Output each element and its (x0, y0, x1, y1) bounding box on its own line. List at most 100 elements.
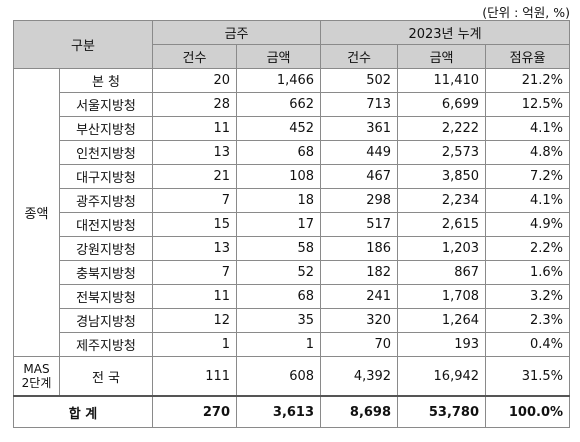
row-name: 전북지방청 (58, 284, 154, 309)
week-amount: 452 (236, 116, 322, 141)
cum-count: 502 (320, 68, 399, 93)
cum-count: 182 (320, 260, 399, 285)
row-name: 경남지방청 (58, 308, 154, 333)
week-count: 13 (152, 140, 238, 165)
row-name: 전 국 (58, 356, 154, 397)
row-name: 본 청 (58, 68, 154, 93)
cum-count: 449 (320, 140, 399, 165)
share: 2.2% (485, 236, 571, 261)
cum-amount: 2,573 (397, 140, 487, 165)
table-row: 종액 본 청 20 1,466 502 11,410 21.2% (13, 68, 571, 357)
share: 3.2% (485, 284, 571, 309)
header-week-count: 건수 (152, 44, 238, 69)
week-amount: 108 (236, 164, 322, 189)
total-week-count: 270 (152, 395, 238, 428)
week-amount: 68 (236, 284, 322, 309)
week-count: 7 (152, 260, 238, 285)
table-row: 인천지방청 13 68 449 2,573 4.8% (14, 140, 571, 165)
cum-amount: 11,410 (397, 68, 487, 93)
table-row-mas: MAS 2단계 전 국 111 608 4,392 16,942 31.5% (13, 356, 571, 397)
total-share: 100.0% (485, 395, 571, 428)
row-name: 대전지방청 (58, 212, 154, 237)
cum-amount: 3,850 (397, 164, 487, 189)
week-count: 7 (152, 188, 238, 213)
week-amount: 17 (236, 212, 322, 237)
table-row: 부산지방청 11 452 361 2,222 4.1% (14, 116, 571, 141)
week-amount: 58 (236, 236, 322, 261)
cum-count: 186 (320, 236, 399, 261)
cum-count: 467 (320, 164, 399, 189)
share: 4.8% (485, 140, 571, 165)
week-amount: 68 (236, 140, 322, 165)
week-count: 111 (152, 356, 238, 397)
header-this-week: 금주 (152, 20, 322, 45)
header-category: 구분 (12, 20, 154, 69)
cum-amount: 193 (397, 332, 487, 357)
week-amount: 35 (236, 308, 322, 333)
week-count: 21 (152, 164, 238, 189)
week-amount: 662 (236, 92, 322, 117)
table-row: 제주지방청 1 1 70 193 0.4% (14, 332, 571, 357)
share: 4.1% (485, 188, 571, 213)
header-cum-amount: 금액 (397, 44, 487, 69)
table-row: 대전지방청 15 17 517 2,615 4.9% (14, 212, 571, 237)
unit-note: (단위 : 억원, %) (482, 5, 570, 20)
cum-count: 361 (320, 116, 399, 141)
cum-count: 298 (320, 188, 399, 213)
cum-amount: 2,222 (397, 116, 487, 141)
week-count: 1 (152, 332, 238, 357)
week-amount: 52 (236, 260, 322, 285)
share: 4.9% (485, 212, 571, 237)
cum-count: 4,392 (320, 356, 399, 397)
table-row: 경남지방청 12 35 320 1,264 2.3% (14, 308, 571, 333)
week-amount: 18 (236, 188, 322, 213)
table-row: 서울지방청 28 662 713 6,699 12.5% (14, 92, 571, 117)
cum-amount: 2,615 (397, 212, 487, 237)
share: 12.5% (485, 92, 571, 117)
group-label: 종액 (13, 68, 60, 357)
cum-count: 517 (320, 212, 399, 237)
cum-amount: 1,708 (397, 284, 487, 309)
row-name: 제주지방청 (58, 332, 154, 357)
cum-amount: 2,234 (397, 188, 487, 213)
week-count: 15 (152, 212, 238, 237)
cum-count: 70 (320, 332, 399, 357)
total-cum-count: 8,698 (320, 395, 399, 428)
row-name: 강원지방청 (58, 236, 154, 261)
share: 4.1% (485, 116, 571, 141)
cum-count: 713 (320, 92, 399, 117)
table-row: 강원지방청 13 58 186 1,203 2.2% (14, 236, 571, 261)
table-row: 대구지방청 21 108 467 3,850 7.2% (14, 164, 571, 189)
total-label: 합 계 (12, 395, 154, 428)
share: 31.5% (485, 356, 571, 397)
share: 21.2% (485, 68, 571, 93)
week-count: 11 (152, 284, 238, 309)
cum-amount: 16,942 (397, 356, 487, 397)
statistics-table: 구분 금주 2023년 누계 건수 금액 건수 금액 점유율 종액 본 청 20 1,… (12, 20, 571, 428)
week-count: 28 (152, 92, 238, 117)
share: 0.4% (485, 332, 571, 357)
header-share: 점유율 (485, 44, 571, 69)
row-name: 충북지방청 (58, 260, 154, 285)
cum-amount: 1,203 (397, 236, 487, 261)
share: 1.6% (485, 260, 571, 285)
week-count: 13 (152, 236, 238, 261)
share: 2.3% (485, 308, 571, 333)
week-amount: 1,466 (236, 68, 322, 93)
table-row-total: 합 계 270 3,613 8,698 53,780 100.0% (12, 395, 571, 428)
share: 7.2% (485, 164, 571, 189)
row-name: 대구지방청 (58, 164, 154, 189)
week-count: 12 (152, 308, 238, 333)
row-name: 부산지방청 (58, 116, 154, 141)
cum-amount: 6,699 (397, 92, 487, 117)
table-row: 광주지방청 7 18 298 2,234 4.1% (14, 188, 571, 213)
row-name: 광주지방청 (58, 188, 154, 213)
cum-amount: 1,264 (397, 308, 487, 333)
row-name: 서울지방청 (58, 92, 154, 117)
table-row: 전북지방청 11 68 241 1,708 3.2% (14, 284, 571, 309)
cum-count: 320 (320, 308, 399, 333)
cum-amount: 867 (397, 260, 487, 285)
mas-label: MAS 2단계 (13, 356, 60, 397)
total-week-amount: 3,613 (236, 395, 322, 428)
row-name: 인천지방청 (58, 140, 154, 165)
